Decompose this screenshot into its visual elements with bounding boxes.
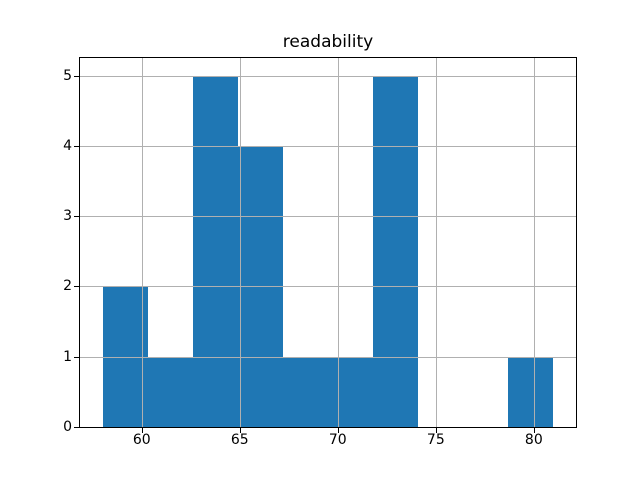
gridline-horizontal xyxy=(80,286,576,288)
gridline-horizontal xyxy=(80,216,576,218)
histogram-bar xyxy=(282,356,328,427)
gridline-vertical xyxy=(141,58,143,427)
y-tick-label: 4 xyxy=(63,137,72,154)
y-tick-label: 1 xyxy=(63,348,72,365)
gridline-vertical xyxy=(337,58,339,427)
y-tick-label: 2 xyxy=(63,278,72,295)
x-tick xyxy=(533,428,535,433)
histogram-bar xyxy=(192,75,238,427)
y-tick xyxy=(74,216,79,218)
x-tick xyxy=(337,428,339,433)
gridline-horizontal xyxy=(80,145,576,147)
x-tick-label: 75 xyxy=(426,432,445,448)
chart-title: readability xyxy=(282,32,374,52)
y-tick-label: 3 xyxy=(63,208,72,225)
histogram-bar xyxy=(328,356,374,427)
y-tick xyxy=(74,145,79,147)
gridline-horizontal xyxy=(80,75,576,77)
gridline-vertical xyxy=(533,58,535,427)
y-tick xyxy=(74,356,79,358)
histogram-bar xyxy=(508,356,554,427)
gridline-horizontal xyxy=(80,356,576,358)
histogram-bar xyxy=(147,356,193,427)
gridline-vertical xyxy=(239,58,241,427)
gridline-vertical xyxy=(435,58,437,427)
x-tick xyxy=(239,428,241,433)
x-tick-label: 60 xyxy=(132,432,151,448)
y-tick xyxy=(74,75,79,77)
x-tick xyxy=(435,428,437,433)
plot-area xyxy=(80,58,576,427)
x-tick-label: 65 xyxy=(230,432,249,448)
y-tick xyxy=(74,286,79,288)
y-tick-label: 5 xyxy=(63,67,72,84)
y-tick-label: 0 xyxy=(63,419,72,435)
histogram-bar xyxy=(373,75,419,427)
y-tick xyxy=(74,427,79,428)
x-tick xyxy=(141,428,143,433)
x-tick-label: 80 xyxy=(524,432,543,448)
x-tick-label: 70 xyxy=(328,432,347,448)
